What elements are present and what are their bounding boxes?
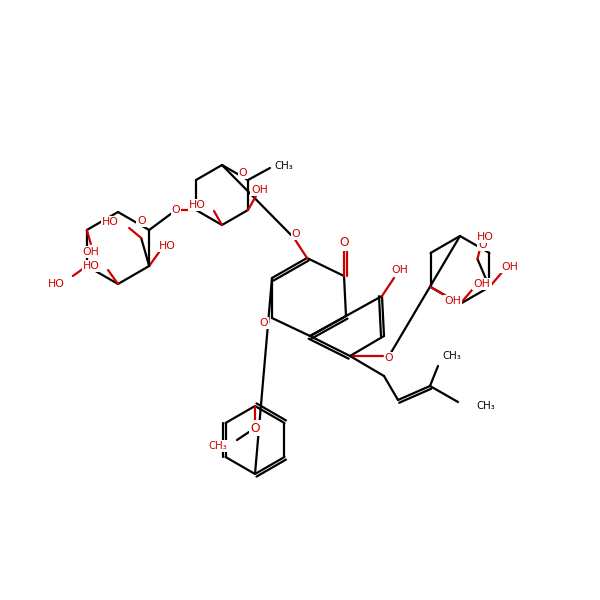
Text: O: O: [172, 205, 181, 215]
Text: O: O: [137, 216, 146, 226]
Text: HO: HO: [83, 261, 100, 271]
Text: CH₃: CH₃: [208, 441, 227, 451]
Text: HO: HO: [103, 217, 119, 227]
Text: O: O: [239, 167, 247, 178]
Text: O: O: [250, 421, 260, 434]
Text: O: O: [478, 239, 487, 250]
Text: O: O: [385, 353, 394, 363]
Text: OH: OH: [392, 265, 409, 275]
Text: HO: HO: [189, 200, 206, 210]
Text: OH: OH: [444, 296, 461, 306]
Text: OH: OH: [501, 262, 518, 272]
Text: OH: OH: [251, 185, 268, 195]
Text: CH₃: CH₃: [442, 351, 461, 361]
Text: CH₃: CH₃: [476, 401, 495, 411]
Text: O: O: [339, 236, 349, 250]
Text: OH: OH: [82, 247, 99, 257]
Text: O: O: [260, 318, 268, 328]
Text: CH₃: CH₃: [275, 161, 293, 171]
Text: HO: HO: [48, 279, 65, 289]
Text: O: O: [292, 229, 301, 239]
Text: HO: HO: [477, 232, 494, 242]
Text: OH: OH: [473, 279, 490, 289]
Text: HO: HO: [159, 241, 176, 251]
